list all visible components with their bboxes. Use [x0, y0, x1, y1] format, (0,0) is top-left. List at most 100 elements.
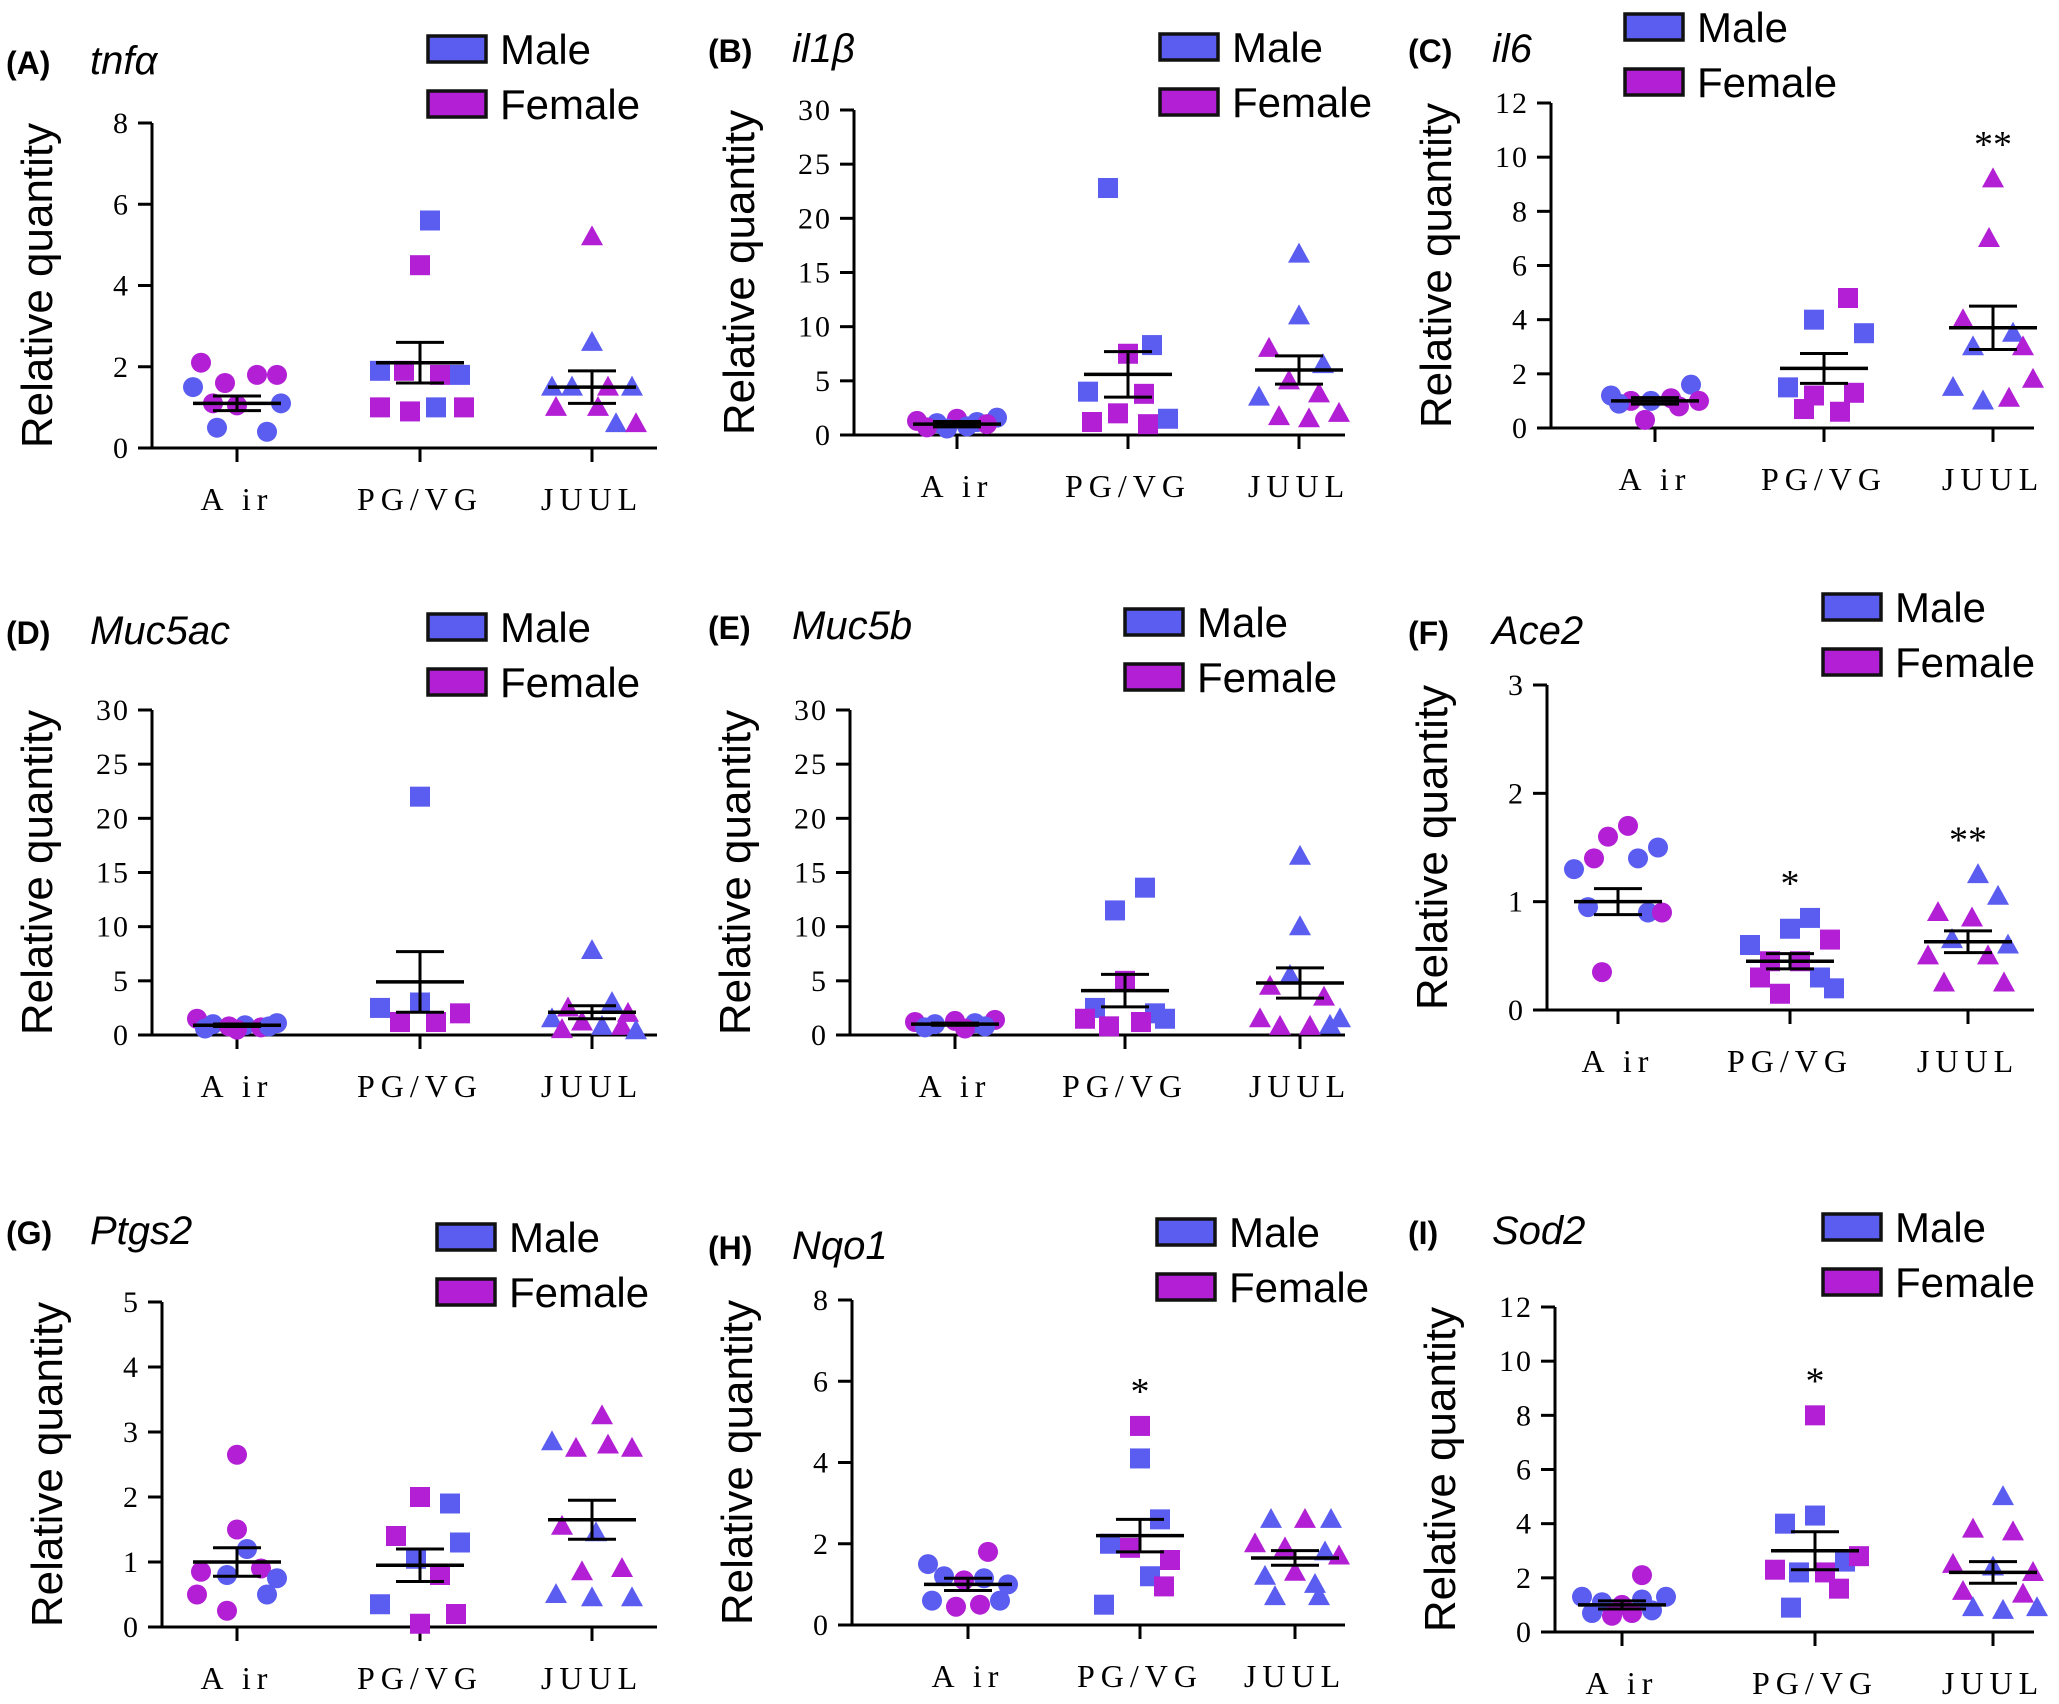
- panel-g: (G) Ptgs2 Relative quantity 0 1 2 3 4 5 A ir PG/VG…: [6, 1209, 657, 1696]
- legend-swatch-female: [1158, 87, 1220, 117]
- x-category-label: PG/VG: [1761, 461, 1887, 497]
- legend-label: Female: [1232, 79, 1372, 126]
- data-point-female: [1308, 382, 1330, 403]
- data-point-male: [1572, 1586, 1592, 1607]
- data-point-male: [1778, 377, 1798, 398]
- data-point-female: [191, 352, 211, 373]
- data-point-female: [1618, 815, 1638, 836]
- data-point-male: [1264, 1585, 1286, 1606]
- y-tick-label: 20: [794, 802, 828, 835]
- data-point-female: [1635, 409, 1655, 430]
- data-point-female: [2012, 335, 2034, 356]
- panel-label: (D): [6, 615, 50, 651]
- data-point-male: [1100, 1533, 1120, 1554]
- data-point-male: [1805, 1505, 1825, 1526]
- data-point-male: [1564, 859, 1584, 880]
- y-tick-label: 20: [96, 802, 130, 835]
- group-0: [1564, 815, 1672, 983]
- data-point-female: [621, 1436, 643, 1457]
- y-tick-label: 4: [113, 270, 130, 303]
- legend-swatch-male: [435, 1222, 497, 1252]
- y-axis-label: Relative quantity: [23, 1302, 72, 1627]
- y-tick-label: 0: [813, 1609, 830, 1642]
- y-tick-label: 8: [113, 107, 130, 140]
- data-point-female: [1294, 1507, 1316, 1528]
- data-point-female: [1131, 1012, 1151, 1032]
- data-point-female: [571, 1560, 593, 1581]
- data-point-female: [1313, 985, 1335, 1006]
- data-point-male: [1078, 381, 1098, 402]
- x-category-label: A ir: [919, 1068, 992, 1104]
- group-2: [1942, 1485, 2048, 1619]
- data-point-male: [1289, 915, 1311, 936]
- data-point-male: [1609, 393, 1629, 414]
- data-point-female: [1598, 826, 1618, 847]
- data-point-female: [1829, 1578, 1849, 1599]
- group-0: [907, 407, 1007, 439]
- gene-title: Sod2: [1492, 1209, 1585, 1253]
- group-2: [1249, 844, 1351, 1035]
- data-point-female: [454, 397, 474, 418]
- data-point-female: [1160, 1550, 1180, 1570]
- significance-marker: *: [1131, 1371, 1150, 1413]
- data-point-female: [1652, 902, 1672, 923]
- x-category-label: JUUL: [1942, 1665, 2044, 1701]
- y-tick-label: 5: [815, 365, 832, 398]
- data-point-female: [1592, 962, 1612, 983]
- data-point-female: [970, 1594, 990, 1615]
- data-point-female: [227, 1519, 247, 1540]
- data-point-male: [605, 412, 627, 433]
- data-point-male: [541, 1007, 563, 1028]
- panel-label: (B): [708, 33, 752, 69]
- y-tick-label: 30: [798, 94, 832, 127]
- y-tick-label: 0: [811, 1019, 828, 1052]
- y-tick-label: 25: [798, 148, 832, 181]
- x-category-label: A ir: [201, 481, 274, 517]
- y-tick-label: 30: [96, 694, 130, 727]
- legend-label: Female: [1895, 639, 2035, 686]
- y-tick-label: 6: [1516, 1454, 1533, 1487]
- data-point-female: [1820, 929, 1840, 950]
- x-category-label: JUUL: [1244, 1658, 1346, 1694]
- data-point-female: [1268, 405, 1290, 426]
- y-tick-label: 2: [113, 351, 130, 384]
- y-tick-label: 10: [1495, 141, 1529, 174]
- y-tick-label: 5: [113, 965, 130, 998]
- data-point-male: [1992, 1485, 2014, 1506]
- data-point-male: [545, 1583, 567, 1604]
- group-2: [1244, 1507, 1350, 1606]
- group-0: [1572, 1565, 1676, 1626]
- group-1: [370, 1487, 470, 1634]
- data-point-female: [394, 360, 414, 381]
- legend: Male Female: [426, 26, 640, 128]
- y-axis-label: Relative quantity: [1412, 103, 1461, 428]
- data-point-female: [1258, 336, 1280, 357]
- panel-label: (G): [6, 1215, 52, 1251]
- data-point-female: [625, 412, 647, 433]
- group-2: [541, 1404, 643, 1607]
- panel-label: (C): [1408, 33, 1452, 69]
- data-point-female: [1278, 369, 1300, 390]
- data-point-female: [2012, 1582, 2034, 1603]
- data-point-male: [1312, 353, 1334, 374]
- panel-label: (E): [708, 610, 751, 646]
- data-point-female: [446, 1604, 466, 1624]
- data-point-male: [1987, 884, 2009, 905]
- data-point-female: [581, 225, 603, 246]
- data-point-female: [1138, 414, 1158, 435]
- data-point-male: [1320, 1507, 1342, 1528]
- legend-label: Male: [500, 26, 591, 73]
- data-point-female: [954, 1570, 974, 1591]
- data-point-male: [1628, 848, 1648, 869]
- gene-title: tnfα: [90, 39, 158, 83]
- data-point-male: [1304, 1572, 1326, 1593]
- legend-label: Female: [500, 81, 640, 128]
- data-point-female: [611, 1557, 633, 1578]
- legend-label: Female: [1895, 1259, 2035, 1306]
- data-point-male: [990, 1590, 1010, 1611]
- data-point-male: [1254, 1564, 1276, 1585]
- data-point-female: [611, 1014, 633, 1035]
- data-point-female: [1933, 971, 1955, 992]
- data-point-male: [1582, 1603, 1602, 1624]
